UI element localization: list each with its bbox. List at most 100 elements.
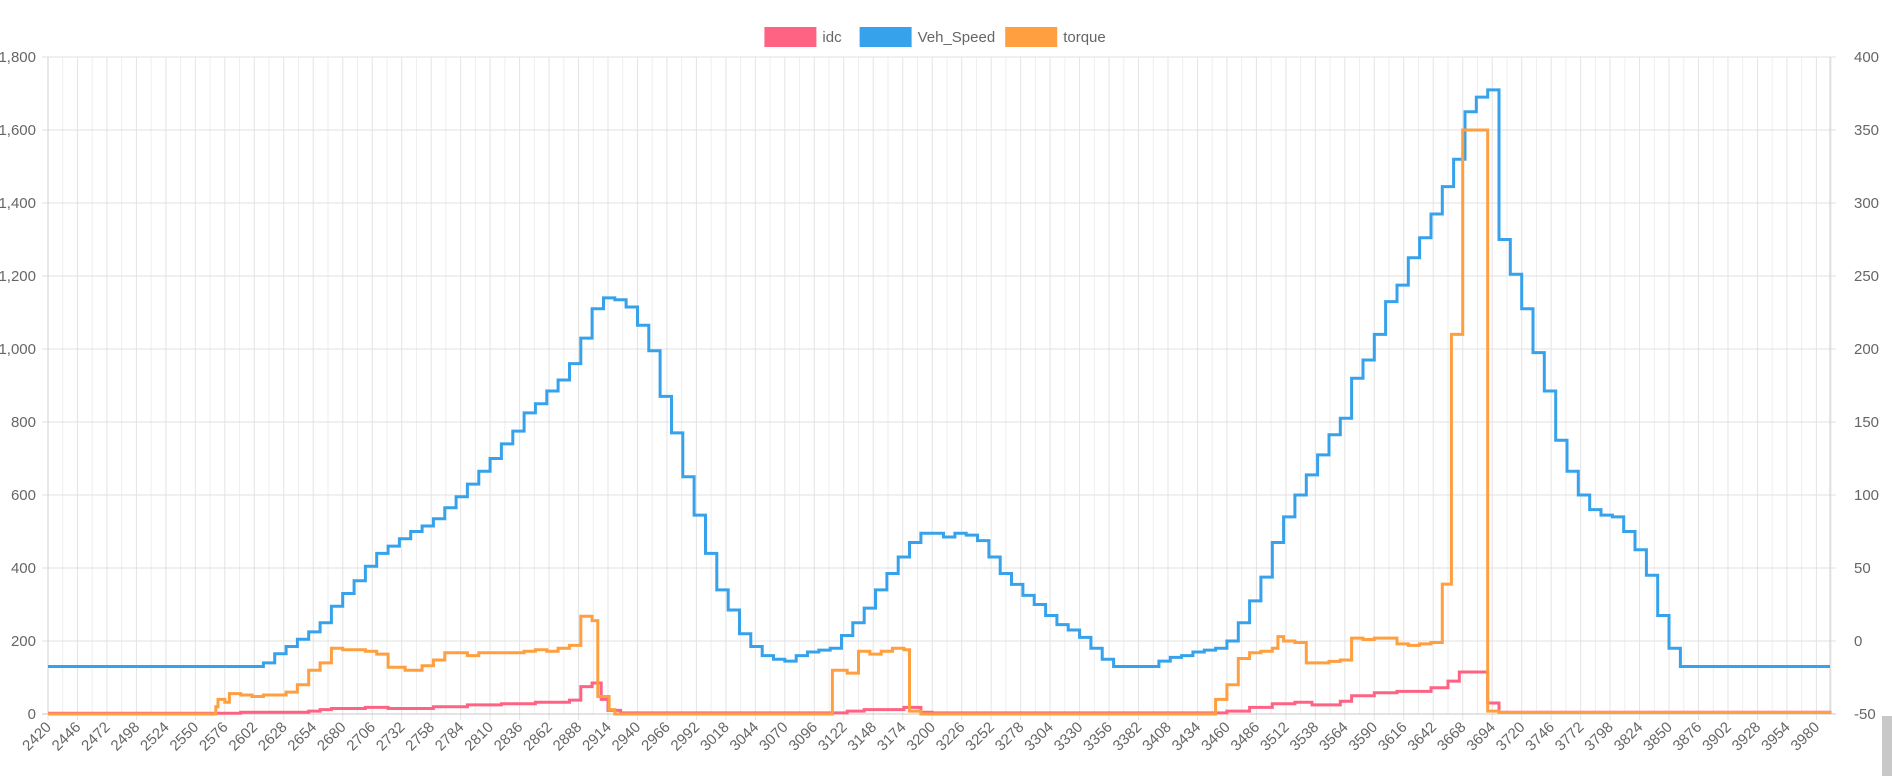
series-line-veh-speed — [48, 88, 1830, 668]
x-tick-label: 3460 — [1198, 719, 1234, 755]
x-tick-label: 2628 — [255, 719, 291, 755]
x-tick-label: 2888 — [550, 719, 586, 755]
x-tick-label: 3304 — [1021, 719, 1057, 755]
x-tick-label: 2706 — [343, 719, 379, 755]
y-left-tick-label: 400 — [11, 560, 36, 577]
x-tick-label: 2940 — [609, 719, 645, 755]
x-tick-label: 2966 — [638, 719, 674, 755]
series-layer — [48, 88, 1832, 716]
scrollbar-thumb[interactable] — [1882, 716, 1892, 776]
legend: idc Veh_Speed torque — [764, 27, 1106, 47]
x-tick-label: 3174 — [874, 719, 910, 755]
x-tick-label: 3642 — [1404, 719, 1440, 755]
x-tick-label: 2680 — [314, 719, 350, 755]
x-tick-label: 2524 — [137, 719, 173, 755]
y-left-tick-label: 800 — [11, 414, 36, 431]
x-tick-label: 3226 — [933, 719, 969, 755]
y-left-tick-label: 200 — [11, 633, 36, 650]
legend-swatch — [859, 27, 912, 47]
y-right-tick-label: 350 — [1854, 122, 1879, 139]
series-line-torque — [48, 128, 1832, 716]
legend-label: idc — [822, 29, 842, 46]
y-axis-right: -50 0 50 100 150 200 250 300 350 400 — [1854, 49, 1879, 723]
x-tick-label: 3798 — [1581, 719, 1617, 755]
x-tick-label: 3512 — [1257, 719, 1293, 755]
y-left-tick-label: 1,400 — [0, 195, 36, 212]
legend-item-torque[interactable]: torque — [1005, 27, 1106, 47]
x-tick-label: 3902 — [1699, 719, 1735, 755]
x-tick-label: 3434 — [1169, 719, 1205, 755]
y-right-tick-label: 400 — [1854, 49, 1879, 66]
x-tick-label: 2498 — [108, 719, 144, 755]
legend-swatch — [764, 27, 817, 47]
y-right-tick-label: 50 — [1854, 560, 1871, 577]
x-tick-label: 2576 — [196, 719, 232, 755]
x-tick-label: 3772 — [1552, 719, 1588, 755]
y-left-tick-label: 0 — [28, 706, 36, 723]
y-left-tick-label: 1,800 — [0, 49, 36, 66]
x-tick-label: 3980 — [1788, 719, 1824, 755]
legend-item-veh-speed[interactable]: Veh_Speed — [859, 27, 996, 47]
x-tick-label: 3928 — [1729, 719, 1765, 755]
x-tick-label: 2758 — [402, 719, 438, 755]
x-tick-label: 2420 — [19, 719, 55, 755]
x-tick-label: 3330 — [1051, 719, 1087, 755]
y-right-tick-label: 150 — [1854, 414, 1879, 431]
x-tick-label: 3824 — [1611, 719, 1647, 755]
y-right-tick-label: 0 — [1854, 633, 1862, 650]
y-axis-left: 0 200 400 600 800 1,000 1,200 1,400 1,600 1,800 — [0, 49, 36, 723]
x-tick-label: 3044 — [727, 719, 763, 755]
x-tick-label: 3252 — [962, 719, 998, 755]
x-tick-label: 2992 — [668, 719, 704, 755]
x-tick-label: 2862 — [520, 719, 556, 755]
legend-item-idc[interactable]: idc — [764, 27, 842, 47]
x-tick-label: 3616 — [1375, 719, 1411, 755]
y-right-tick-label: 100 — [1854, 487, 1879, 504]
x-tick-label: 3486 — [1228, 719, 1264, 755]
x-tick-label: 3590 — [1346, 719, 1382, 755]
x-tick-label: 3382 — [1110, 719, 1146, 755]
x-tick-label: 3876 — [1670, 719, 1706, 755]
x-tick-label: 2810 — [461, 719, 497, 755]
x-tick-label: 2732 — [373, 719, 409, 755]
x-tick-label: 3148 — [844, 719, 880, 755]
x-tick-label: 3408 — [1139, 719, 1175, 755]
x-tick-label: 3538 — [1287, 719, 1323, 755]
x-tick-label: 3122 — [815, 719, 851, 755]
legend-label: torque — [1063, 29, 1106, 46]
series-line-idc — [48, 670, 1832, 715]
x-tick-label: 3356 — [1080, 719, 1116, 755]
x-tick-label: 3278 — [992, 719, 1028, 755]
y-left-tick-label: 600 — [11, 487, 36, 504]
legend-label: Veh_Speed — [918, 29, 996, 46]
y-right-tick-label: -50 — [1854, 706, 1876, 723]
x-tick-label: 2784 — [432, 719, 468, 755]
x-tick-label: 3200 — [903, 719, 939, 755]
x-tick-label: 3850 — [1640, 719, 1676, 755]
x-tick-label: 2836 — [491, 719, 527, 755]
x-tick-label: 3694 — [1463, 719, 1499, 755]
y-left-tick-label: 1,000 — [0, 341, 36, 358]
x-tick-label: 2472 — [78, 719, 114, 755]
y-left-tick-label: 1,200 — [0, 268, 36, 285]
x-tick-label: 3018 — [697, 719, 733, 755]
x-tick-label: 3096 — [786, 719, 822, 755]
x-tick-label: 3746 — [1522, 719, 1558, 755]
x-tick-label: 2914 — [579, 719, 615, 755]
x-tick-label: 2550 — [167, 719, 203, 755]
y-right-tick-label: 250 — [1854, 268, 1879, 285]
x-tick-label: 3954 — [1758, 719, 1794, 755]
y-right-tick-label: 200 — [1854, 341, 1879, 358]
x-tick-label: 3668 — [1434, 719, 1470, 755]
x-axis: 2420244624722498252425502576260226282654… — [19, 719, 1823, 755]
x-tick-label: 2446 — [49, 719, 85, 755]
y-right-tick-label: 300 — [1854, 195, 1879, 212]
x-tick-label: 2654 — [284, 719, 320, 755]
x-tick-label: 3070 — [756, 719, 792, 755]
x-tick-label: 3564 — [1316, 719, 1352, 755]
legend-swatch — [1005, 27, 1058, 47]
y-left-tick-label: 1,600 — [0, 122, 36, 139]
x-tick-label: 3720 — [1493, 719, 1529, 755]
x-tick-label: 2602 — [226, 719, 262, 755]
